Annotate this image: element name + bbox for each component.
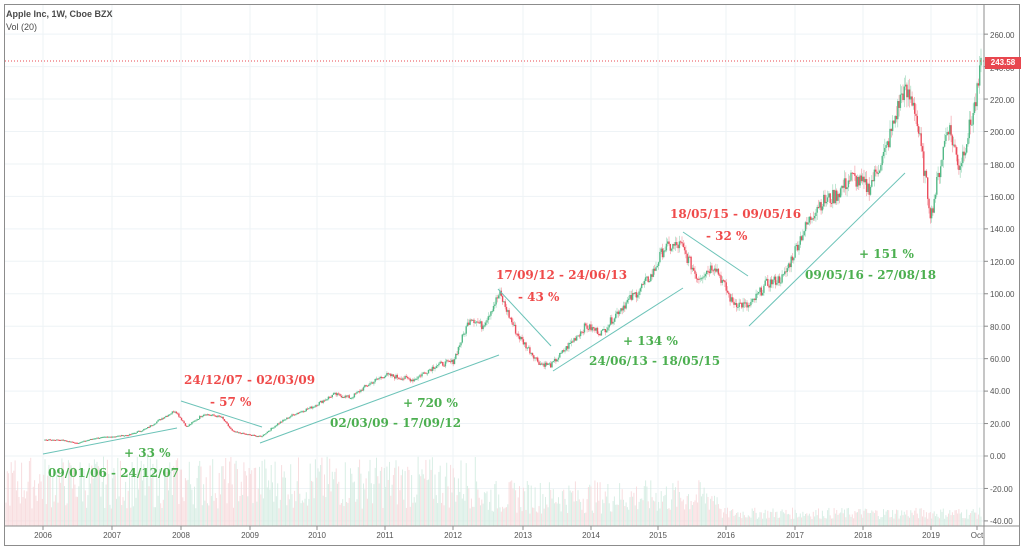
x-tick-2015: 2015	[649, 531, 667, 540]
annotation-dates-2006-2007[interactable]: 09/01/06 - 24/12/07	[48, 466, 180, 480]
x-tick-2010: 2010	[308, 531, 326, 540]
y-tick-40: 40.00	[990, 387, 1011, 396]
y-tick-minus20: -20.00	[990, 485, 1013, 494]
trend-lines[interactable]	[42, 172, 906, 455]
y-tick-140: 140.00	[990, 225, 1015, 234]
symbol-title[interactable]: Apple Inc, 1W, Cboe BZX	[6, 9, 113, 19]
annotation-pct-151[interactable]: + 151 %	[859, 247, 914, 261]
grid-lines	[5, 5, 984, 526]
annotation-pct-minus32[interactable]: - 32 %	[706, 229, 748, 243]
y-tick-0: 0.00	[990, 452, 1006, 461]
y-tick-60: 60.00	[990, 355, 1011, 364]
last-price-tag: 243.58	[985, 57, 1021, 69]
y-tick-200: 200.00	[990, 128, 1015, 137]
x-tick-2019: 2019	[922, 531, 940, 540]
volume-bars	[5, 456, 982, 526]
price-candles	[44, 48, 982, 445]
x-tick-2013: 2013	[514, 531, 532, 540]
y-tick-120: 120.00	[990, 258, 1015, 267]
annotation-pct-33[interactable]: + 33 %	[124, 446, 171, 460]
annotation-dates-2015-2016[interactable]: 18/05/15 - 09/05/16	[670, 207, 802, 221]
annotation-dates-2007-2009[interactable]: 24/12/07 - 02/03/09	[184, 373, 316, 387]
x-tick-2011: 2011	[376, 531, 394, 540]
y-tick-minus40: -40.00	[990, 517, 1013, 526]
annotation-dates-2012-2013[interactable]: 17/09/12 - 24/06/13	[496, 268, 628, 282]
x-tick-2008: 2008	[172, 531, 190, 540]
annotation-dates-2009-2012[interactable]: 02/03/09 - 17/09/12	[330, 416, 462, 430]
y-tick-180: 180.00	[990, 161, 1015, 170]
x-tick-2012: 2012	[444, 531, 462, 540]
x-tick-2007: 2007	[103, 531, 121, 540]
trendline-2[interactable]	[180, 400, 263, 428]
x-tick-2016: 2016	[717, 531, 735, 540]
x-tick-2017: 2017	[786, 531, 804, 540]
chart-legend: Apple Inc, 1W, Cboe BZX Vol (20)	[6, 8, 113, 34]
y-tick-100: 100.00	[990, 290, 1015, 299]
y-tick-80: 80.00	[990, 323, 1011, 332]
annotation-dates-2016-2018[interactable]: 09/05/16 - 27/08/18	[805, 268, 937, 282]
x-tick-2009: 2009	[241, 531, 259, 540]
trendline-7[interactable]	[748, 172, 906, 327]
trendline-6[interactable]	[682, 231, 749, 277]
annotation-pct-minus43[interactable]: - 43 %	[518, 290, 560, 304]
y-tick-20: 20.00	[990, 420, 1011, 429]
trendline-3[interactable]	[259, 354, 500, 444]
trendline-4[interactable]	[497, 288, 552, 347]
x-tick-2014: 2014	[582, 531, 600, 540]
y-tick-260: 260.00	[990, 31, 1015, 40]
x-tick-2006: 2006	[34, 531, 52, 540]
y-tick-160: 160.00	[990, 193, 1015, 202]
x-tick-oct: Oct	[970, 531, 984, 540]
annotation-dates-2013-2015[interactable]: 24/06/13 - 18/05/15	[589, 354, 721, 368]
y-tick-220: 220.00	[990, 96, 1015, 105]
annotation-pct-720[interactable]: + 720 %	[403, 396, 458, 410]
trendline-1[interactable]	[42, 427, 178, 455]
x-tick-2018: 2018	[854, 531, 872, 540]
volume-indicator-label[interactable]: Vol (20)	[6, 22, 38, 32]
annotation-pct-minus57[interactable]: - 57 %	[210, 395, 252, 409]
trendline-5[interactable]	[552, 287, 684, 372]
annotation-pct-134[interactable]: + 134 %	[623, 334, 678, 348]
